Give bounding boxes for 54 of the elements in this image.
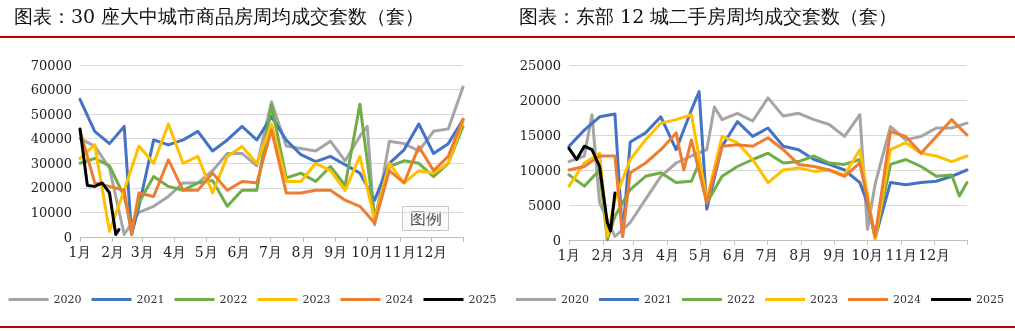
- x-tick-label: 4月: [163, 244, 187, 260]
- x-tick-label: 12月: [415, 244, 448, 260]
- x-tick-label: 2月: [101, 244, 125, 260]
- x-tick-label: 3月: [622, 247, 645, 263]
- legend-label: 2021: [136, 293, 165, 306]
- line-series: [78, 127, 121, 237]
- x-tick-label: 12月: [918, 247, 951, 263]
- x-tick-label: 8月: [291, 244, 315, 260]
- legend-label: 2024: [892, 293, 921, 306]
- y-tick-label: 10000: [519, 162, 561, 178]
- legend-label: 2025: [468, 293, 497, 306]
- y-tick-label: 70000: [30, 57, 72, 73]
- x-tick-label: 6月: [722, 247, 746, 263]
- legend-label: 2020: [561, 293, 590, 306]
- x-tick-label: 6月: [227, 244, 251, 260]
- x-tick-label: 8月: [789, 247, 813, 263]
- line-series: [567, 144, 617, 233]
- y-tick-label: 0: [552, 232, 561, 248]
- legend-label: 2022: [727, 293, 756, 306]
- legend-label: 2025: [975, 293, 1004, 306]
- x-tick-label: 11月: [383, 244, 416, 260]
- y-tick-label: 5000: [527, 197, 561, 213]
- y-tick-label: 30000: [30, 155, 72, 171]
- x-tick-label: 7月: [755, 247, 779, 263]
- y-tick-label: 20000: [519, 92, 561, 108]
- y-tick-label: 20000: [30, 180, 72, 196]
- y-tick-label: 15000: [519, 127, 561, 143]
- x-tick-label: 9月: [324, 244, 348, 260]
- y-tick-label: 25000: [519, 57, 561, 73]
- y-tick-label: 40000: [30, 131, 72, 147]
- chart-title: 图表：东部 12 城二手房周均成交套数（套）: [519, 4, 898, 29]
- x-tick-label: 2月: [591, 247, 615, 263]
- x-tick-label: 3月: [130, 244, 154, 260]
- x-tick-label: 10月: [851, 247, 884, 263]
- legend-label: 2020: [53, 293, 82, 306]
- legend-label: 2022: [219, 293, 248, 306]
- y-tick-label: 50000: [30, 106, 72, 122]
- y-tick-label: 60000: [30, 82, 72, 98]
- legend-label: 2023: [302, 293, 331, 306]
- x-tick-label: 10月: [351, 244, 384, 260]
- y-tick-label: 0: [63, 229, 72, 245]
- x-tick-label: 9月: [823, 247, 847, 263]
- y-tick-label: 10000: [30, 204, 72, 220]
- x-tick-label: 5月: [688, 247, 712, 263]
- x-tick-label: 4月: [655, 247, 679, 263]
- x-tick-label: 1月: [557, 247, 581, 263]
- x-tick-label: 11月: [885, 247, 918, 263]
- x-tick-label: 5月: [194, 244, 218, 260]
- x-tick-label: 7月: [258, 244, 282, 260]
- x-tick-label: 1月: [68, 244, 92, 260]
- legend-label: 2021: [644, 293, 673, 306]
- legend-label: 2023: [810, 293, 838, 306]
- chart-title: 图表：30 座大中城市商品房周均成交套数（套）: [14, 4, 425, 29]
- legend-label: 2024: [385, 293, 414, 306]
